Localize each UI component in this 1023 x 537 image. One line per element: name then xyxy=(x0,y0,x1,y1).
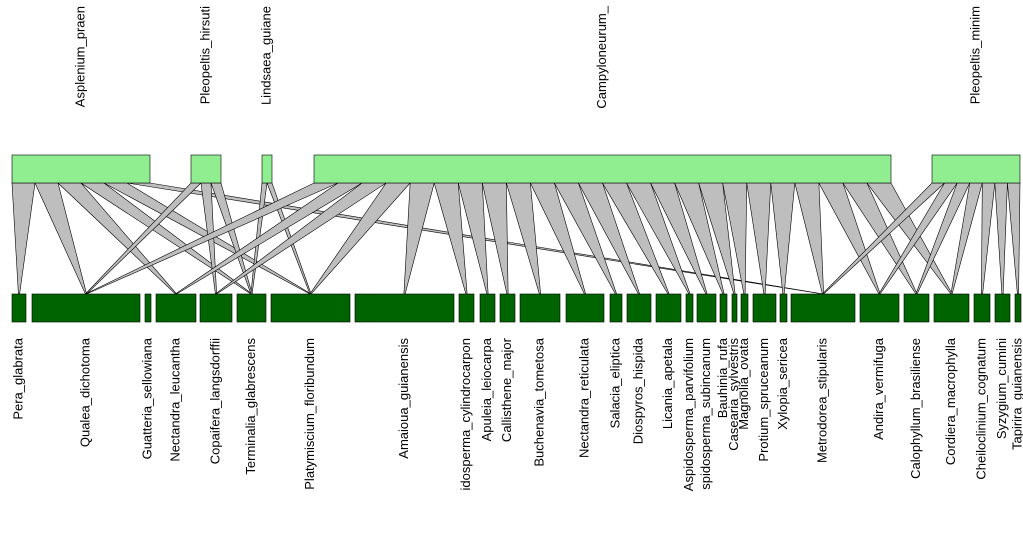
lower-node xyxy=(626,293,652,323)
lower-node-label: Copaifera_langsdorffii xyxy=(207,338,222,464)
lower-node xyxy=(973,293,991,323)
link xyxy=(403,182,435,295)
lower-node-label: Licania_apetala xyxy=(660,337,675,429)
upper-node-label: Campyloneurum_ xyxy=(594,5,609,108)
link xyxy=(79,182,254,295)
lower-node-label: Casearia_sylvestris xyxy=(726,338,741,451)
lower-node xyxy=(354,293,455,323)
upper-node xyxy=(190,154,222,184)
link xyxy=(746,182,772,295)
lower-node-label: Nectandra_leucantha xyxy=(167,337,182,461)
lower-node-label: Xylopia_sericea xyxy=(775,337,790,430)
lower-node xyxy=(903,293,930,323)
lower-node-label: Nectandra_reticulata xyxy=(576,337,591,458)
lower-node xyxy=(752,293,777,323)
lower-node-label: Magnolia_ovata xyxy=(736,337,751,430)
lower-node xyxy=(655,293,682,323)
upper-node-label: Asplenium_praen xyxy=(72,6,87,107)
lower-node-label: Salacia_eliptica xyxy=(607,337,622,428)
lower-node-label: Apuleia_leiocarpa xyxy=(479,337,494,441)
lower-node-label: Diospyros_hispida xyxy=(630,337,645,444)
lower-node xyxy=(696,293,717,323)
lower-node-label: Bauhinia_rufa xyxy=(715,337,730,418)
lower-node xyxy=(565,293,605,323)
upper-node xyxy=(11,154,151,184)
lower-node xyxy=(199,293,233,323)
upper-node xyxy=(261,154,273,184)
lower-node xyxy=(731,293,738,323)
upper-node-label: Pleopeltis_hirsuti xyxy=(197,6,212,104)
lower-node-label: Qualea_dichotoma xyxy=(77,337,92,447)
lower-node-label: idosperma_cylindrocarpon xyxy=(458,338,473,490)
lower-node xyxy=(790,293,856,323)
lower-node xyxy=(144,293,152,323)
lower-node xyxy=(1014,293,1022,323)
lower-node xyxy=(994,293,1011,323)
link xyxy=(505,182,541,295)
upper-node-label: Lindsaea_guiane xyxy=(258,6,273,105)
lower-node xyxy=(685,293,694,323)
link xyxy=(770,182,796,295)
lower-node xyxy=(499,293,516,323)
link xyxy=(1007,182,1021,295)
lower-node-label: Platymiscium_floribundum xyxy=(302,338,317,490)
link xyxy=(981,182,996,295)
link xyxy=(994,182,1008,295)
lower-node-label: Tapirira_guianensis xyxy=(1009,338,1023,451)
lower-node xyxy=(859,293,900,323)
lower-node xyxy=(11,293,27,323)
upper-node xyxy=(313,154,892,184)
lower-node xyxy=(236,293,267,323)
lower-node-label: Protium_spruceanum xyxy=(756,338,771,462)
lower-node xyxy=(740,293,749,323)
link xyxy=(11,182,36,295)
lower-node xyxy=(779,293,788,323)
lower-node-label: Syzygium_cumini xyxy=(994,338,1009,439)
lower-node xyxy=(270,293,351,323)
links xyxy=(11,182,1021,295)
lower-node xyxy=(155,293,197,323)
lower-node-label: Guatteria_sellowiana xyxy=(139,337,154,459)
upper-node xyxy=(931,154,1021,184)
lower-node-label: Aspidosperma_parvifolium xyxy=(681,338,696,491)
lower-node xyxy=(609,293,623,323)
upper-node-label: Pleopeltis_minim xyxy=(967,6,982,104)
lower-node xyxy=(31,293,141,323)
link xyxy=(433,182,468,295)
lower-node-label: Callisthene_major xyxy=(499,337,514,442)
lower-node xyxy=(458,293,475,323)
lower-node-label: Buchenavia_tometosa xyxy=(531,337,546,466)
lower-node-label: Cordiera_macrophylla xyxy=(943,337,958,465)
lower-node-label: Amaioua_guianensis xyxy=(396,338,411,459)
lower-node-label: Cheiloclinium_cognatum xyxy=(973,338,988,480)
lower-node xyxy=(519,293,561,323)
link xyxy=(794,182,824,295)
lower-node xyxy=(933,293,970,323)
lower-node-label: Terminalia_glabrescens xyxy=(243,338,258,475)
lower-node xyxy=(719,293,728,323)
lower-node-label: Andira_vermifuga xyxy=(871,337,886,440)
lower-node-label: spidosperma_subincanum xyxy=(698,338,713,490)
lower-node-label: Pera_glabrata xyxy=(10,337,25,419)
lower-node-label: Calophyllum_brasiliense xyxy=(908,338,923,479)
lower-node xyxy=(479,293,496,323)
lower-node-label: Metrodorea_stipularis xyxy=(814,338,829,464)
